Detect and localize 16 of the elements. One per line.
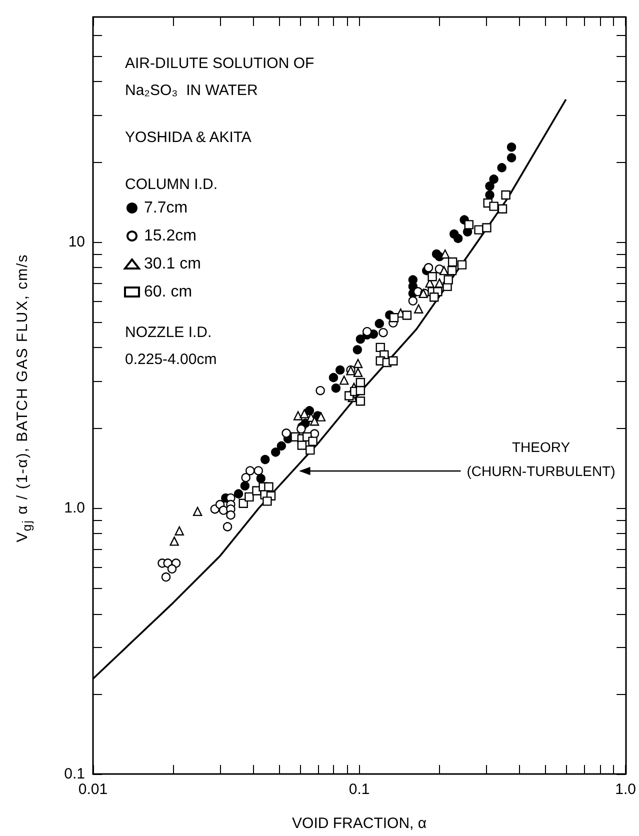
legend-title: COLUMN I.D. (125, 176, 218, 193)
x-tick-label: 0.01 (78, 781, 108, 798)
y-tick-label: 10 (68, 233, 85, 250)
x-tick-label: 1.0 (615, 781, 636, 798)
x-axis-title: VOID FRACTION, α (292, 815, 427, 832)
legend-label: 60. cm (144, 284, 192, 300)
y-tick-label: 1.0 (64, 499, 85, 516)
annotation: THEORY (CHURN-TURBULENT) (466, 439, 616, 479)
annotation: AIR-DILUTE SOLUTION OF Na₂SO₃ IN WATER (125, 55, 314, 99)
legend-label: 30.1 cm (144, 256, 201, 272)
annotation: YOSHIDA & AKITA (125, 129, 252, 146)
annotation: NOZZLE I.D. 0.225-4.00cm (125, 324, 217, 368)
legend-label: 7.7cm (144, 200, 188, 216)
x-tick-label: 0.1 (348, 781, 370, 798)
y-tick-label: 0.1 (64, 766, 85, 782)
legend-label: 15.2cm (144, 228, 196, 244)
